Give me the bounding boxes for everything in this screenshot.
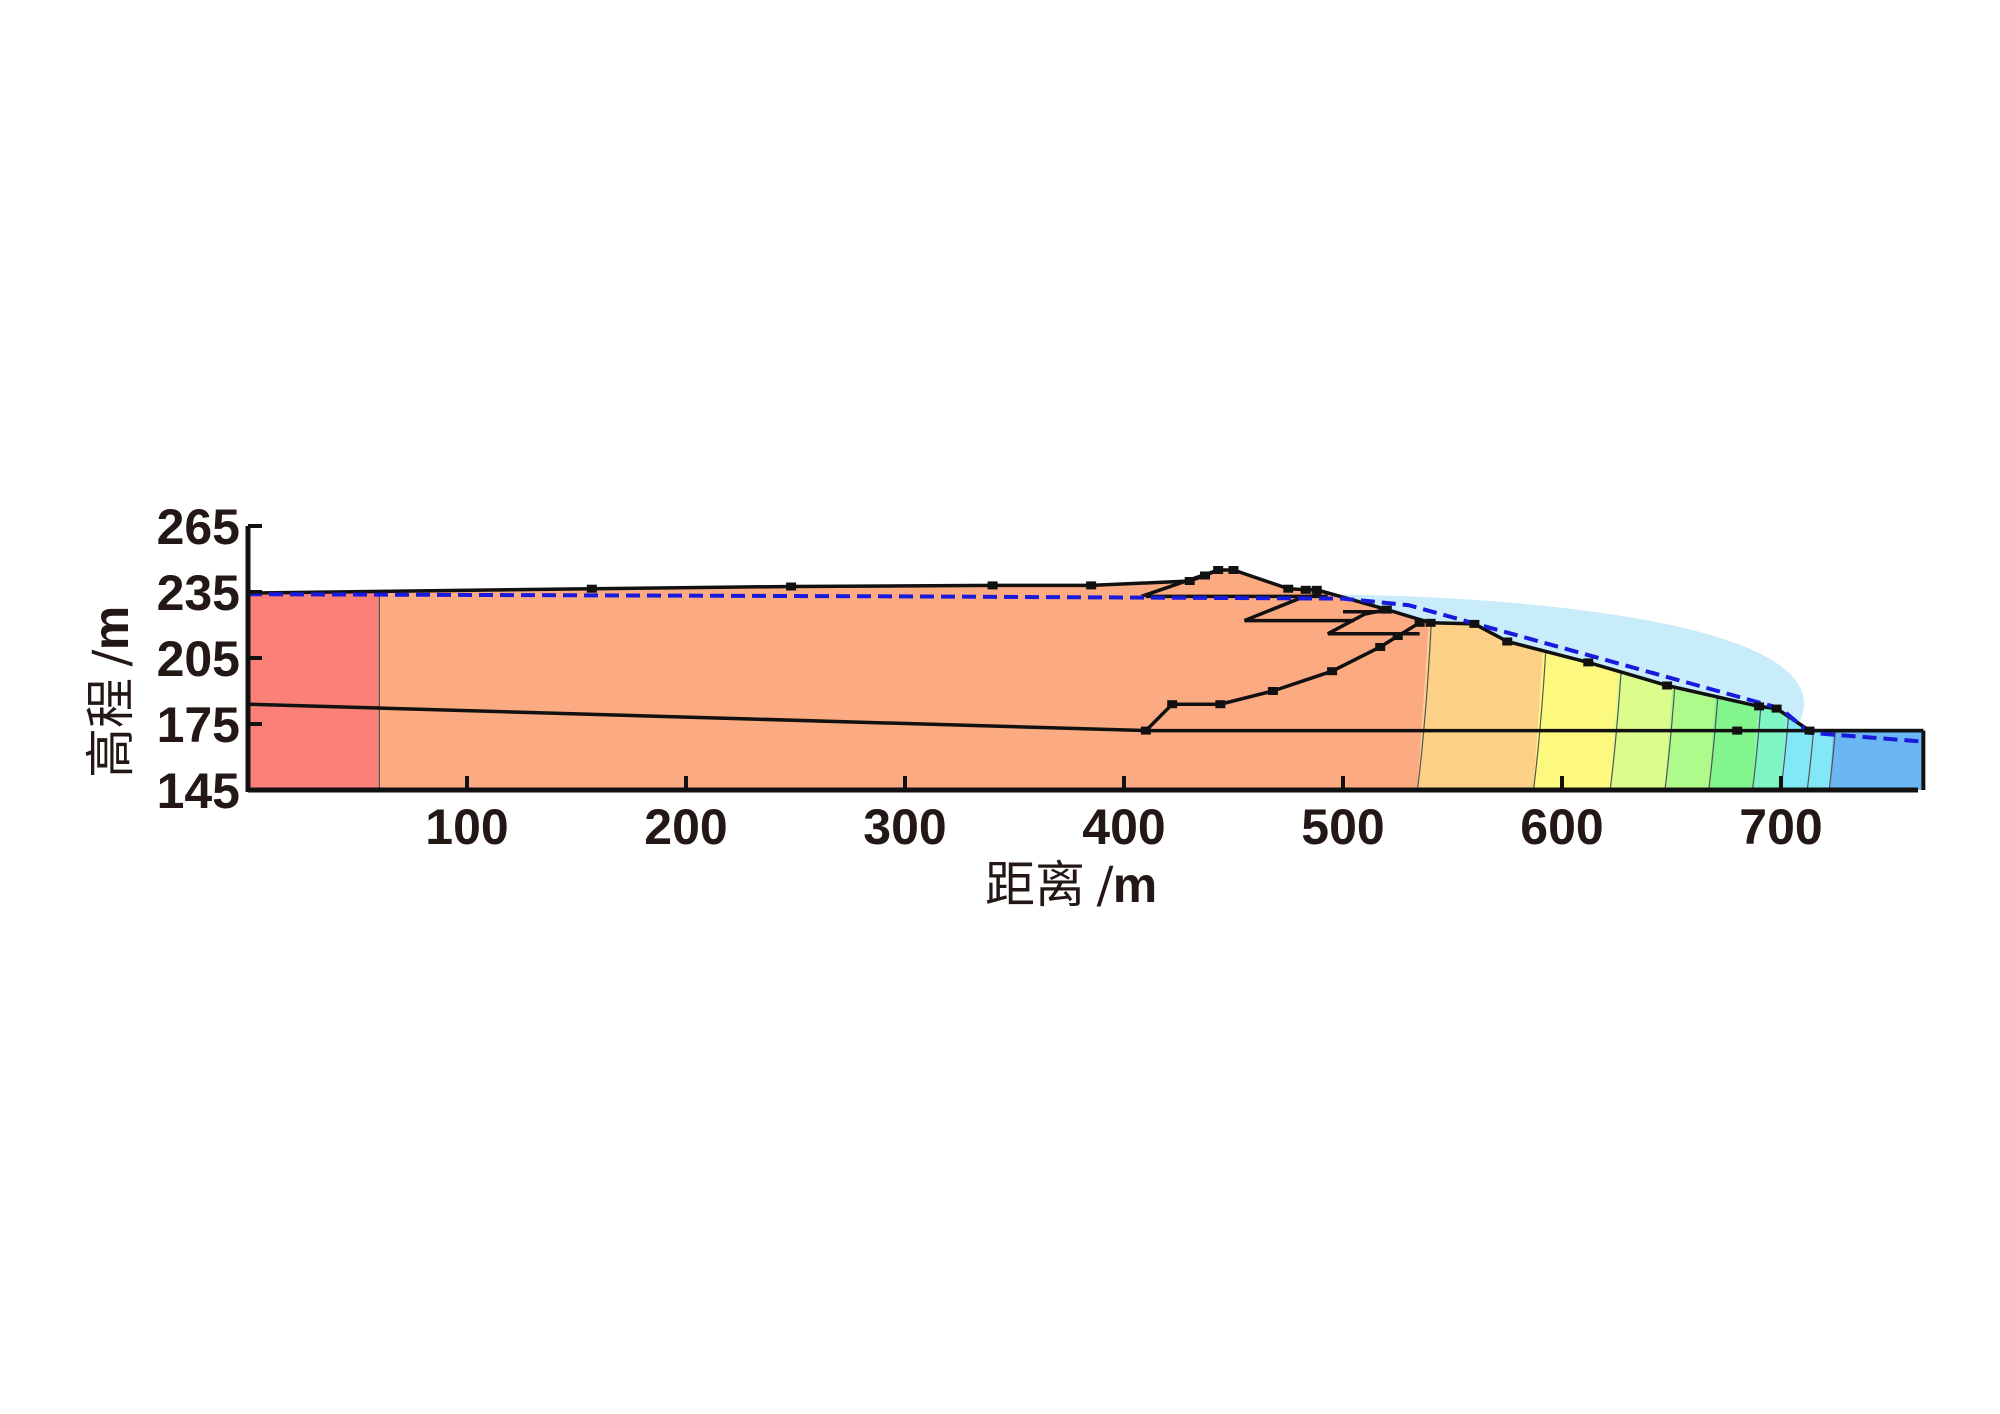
y-tick-label: 175: [157, 697, 240, 753]
node-marker: [1300, 585, 1311, 594]
node-marker: [1311, 585, 1322, 594]
x-tick-label: 500: [1301, 799, 1384, 855]
y-axis-slash: /: [82, 649, 140, 666]
zone-band: [248, 570, 380, 790]
node-marker: [1283, 584, 1294, 593]
y-axis-title-text: 高程: [82, 678, 140, 778]
y-ticks: 145 175 205 235 265: [157, 499, 262, 819]
x-tick-label: 600: [1520, 799, 1603, 855]
node-marker: [1662, 681, 1673, 690]
node-marker: [1502, 637, 1513, 646]
node-marker: [1381, 605, 1392, 614]
y-tick-label: 145: [157, 763, 240, 819]
y-tick-label: 265: [157, 499, 240, 555]
y-axis-unit: m: [83, 606, 139, 650]
node-marker: [1213, 566, 1224, 574]
node-marker: [1469, 619, 1480, 628]
zone-band: [379, 570, 1435, 790]
node-marker: [786, 582, 797, 591]
node-marker: [1267, 687, 1278, 695]
node-marker: [1228, 566, 1239, 574]
node-marker: [1184, 577, 1195, 585]
x-tick-label: 300: [863, 799, 946, 855]
x-tick-label: 700: [1739, 799, 1822, 855]
node-marker: [1583, 658, 1594, 667]
zone-band: [1829, 570, 1924, 790]
node-marker: [987, 581, 998, 590]
node-marker: [1200, 571, 1211, 580]
x-axis-unit: m: [1113, 857, 1157, 913]
node-marker: [1414, 618, 1425, 627]
material-boundaries: [247, 568, 1926, 790]
x-tick-label: 400: [1082, 799, 1165, 855]
node-marker: [1327, 667, 1338, 676]
node-marker: [586, 584, 597, 593]
node-marker: [1140, 726, 1151, 735]
node-marker: [1086, 581, 1097, 590]
ground-surface-line: [247, 568, 1924, 733]
node-marker: [1425, 618, 1436, 627]
y-tick-label: 235: [157, 565, 240, 621]
node-marker: [1392, 632, 1403, 640]
y-tick-label: 205: [157, 631, 240, 687]
node-marker: [1804, 726, 1815, 735]
node-marker: [1754, 702, 1765, 711]
x-tick-label: 200: [644, 799, 727, 855]
x-axis-title-text: 距离: [985, 856, 1085, 914]
node-marker: [1215, 700, 1226, 709]
node-marker: [1771, 704, 1782, 713]
node-marker: [1375, 643, 1386, 651]
node-markers: [586, 566, 1815, 735]
x-axis-title: 距离 / m: [985, 856, 1157, 914]
x-ticks: 100 200 300 400 500 600 700: [425, 776, 1823, 855]
x-axis-slash: /: [1097, 856, 1114, 914]
node-marker: [1167, 700, 1178, 709]
y-axis-title: 高程 / m: [82, 606, 140, 778]
x-tick-label: 100: [425, 799, 508, 855]
zone-band: [1417, 570, 1552, 790]
node-marker: [1732, 726, 1743, 735]
